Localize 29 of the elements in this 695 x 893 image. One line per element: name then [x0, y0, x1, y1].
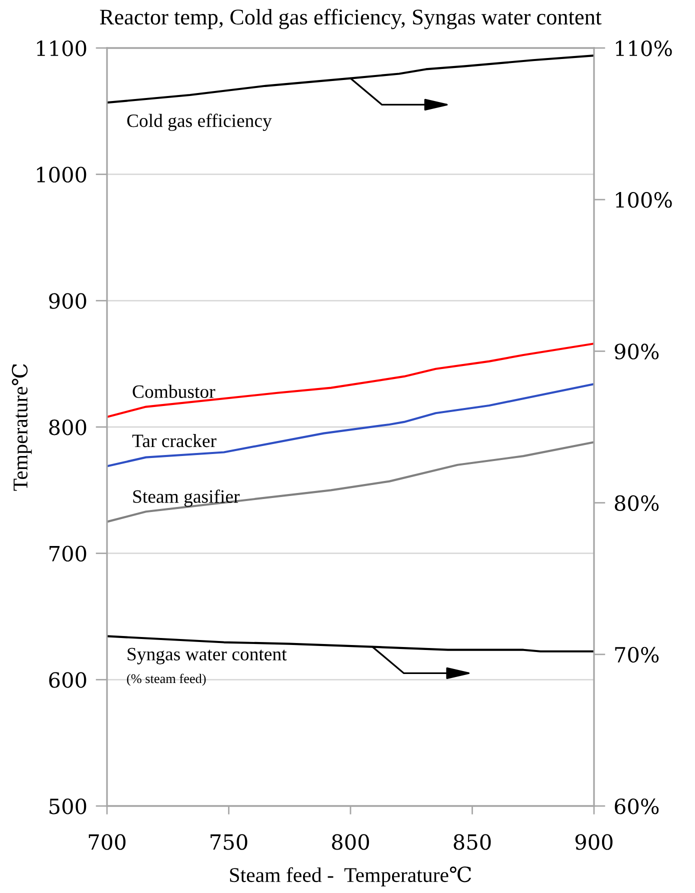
y-tick-label: 500 — [50, 798, 86, 814]
x-axis-title: Steam feed - Temperature℃ — [230, 866, 472, 886]
series-label: Combustor — [132, 384, 216, 398]
y2-tick-label: 90% — [614, 344, 659, 360]
y2-tick-label: 60% — [614, 798, 659, 814]
x-tick-label: 900 — [575, 834, 612, 850]
y-tick-label: 700 — [50, 546, 86, 562]
y-tick-label: 600 — [49, 672, 86, 688]
x-tick-label: 800 — [332, 834, 369, 850]
y2-tick-label: 100% — [616, 192, 672, 208]
line-series — [107, 342, 594, 418]
series-label: Syngas water content (% steam feed) — [127, 648, 287, 686]
y2-tick-label: 110% — [616, 40, 672, 56]
series-label: Cold gas efficiency — [127, 114, 272, 131]
x-tick-label: 700 — [88, 834, 126, 850]
y-tick-label: 800 — [49, 419, 86, 436]
series-label: Tar cracker — [132, 434, 216, 448]
y2-tick-label: 70% — [615, 646, 659, 663]
y-axis-title: Temperature℃ — [12, 364, 32, 491]
y-tick-label: 900 — [49, 293, 86, 309]
y-tick-label: 1100 — [37, 40, 86, 56]
y-tick-label: 1000 — [37, 166, 86, 183]
line-series — [107, 54, 594, 104]
chart-title: Reactor temp, Cold gas efficiency, Syngas water content — [100, 8, 602, 30]
line-series — [107, 383, 594, 468]
x-tick-label: 850 — [454, 834, 491, 850]
series-label: Steam gasifier — [133, 490, 240, 507]
y2-tick-label: 80% — [614, 495, 659, 512]
x-tick-label: 750 — [210, 834, 248, 850]
